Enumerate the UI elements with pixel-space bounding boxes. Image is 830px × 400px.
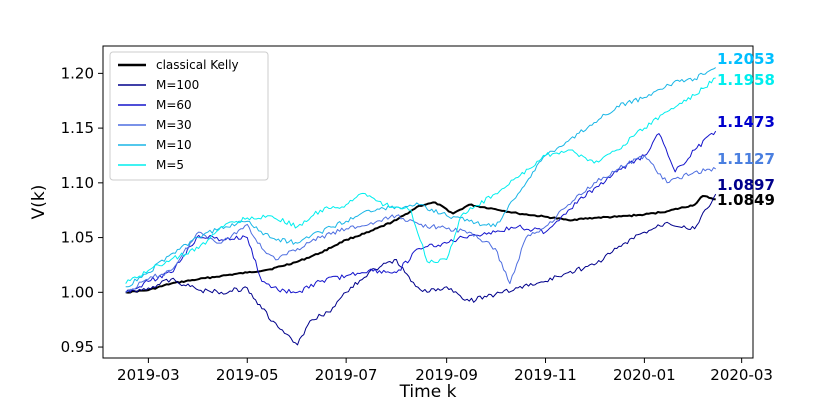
x-tick-label: 2019-07 <box>315 366 378 384</box>
y-tick-label: 0.95 <box>61 338 94 356</box>
x-tick-label: 2019-09 <box>415 366 478 384</box>
series-line-m-100 <box>125 193 717 346</box>
legend-label: M=100 <box>156 78 199 92</box>
x-tick-label: 2019-03 <box>117 366 180 384</box>
x-tick-label: 2020-01 <box>613 366 676 384</box>
legend-label: classical Kelly <box>156 58 239 72</box>
end-value-label: 1.1473 <box>717 113 775 131</box>
legend-label: M=5 <box>156 158 184 172</box>
legend-box <box>109 51 269 181</box>
x-tick-label: 2019-11 <box>514 366 577 384</box>
end-value-label: 1.2053 <box>717 50 775 68</box>
legend-label: M=60 <box>156 98 192 112</box>
end-value-label: 1.0849 <box>717 191 775 209</box>
legend-label: M=30 <box>156 118 192 132</box>
x-axis-title: Time k <box>399 382 457 400</box>
y-tick-label: 1.20 <box>61 64 94 82</box>
x-axis: 2019-03 2019-05 2019-07 2019-09 2019-11 2020-… <box>117 358 773 384</box>
y-tick-label: 1.05 <box>61 229 94 247</box>
legend-label: M=10 <box>156 138 192 152</box>
y-axis: 0.95 1.00 1.05 1.10 1.15 1.20 <box>61 64 103 356</box>
series-line-classical-kelly <box>125 195 716 294</box>
y-tick-label: 1.00 <box>61 283 94 301</box>
legend: classical Kelly M=100 M=60 M=30 M=10 M=5 <box>109 51 269 181</box>
series-line-m-5 <box>125 77 716 284</box>
series-line-m-10 <box>125 67 716 288</box>
series-line-m-30 <box>125 155 716 293</box>
end-value-label: 1.1958 <box>717 71 775 89</box>
series-layer <box>125 67 717 346</box>
x-tick-label: 2019-05 <box>216 366 279 384</box>
y-tick-label: 1.15 <box>61 119 94 137</box>
end-value-label: 1.0897 <box>717 176 775 194</box>
y-axis-title: V(k) <box>29 185 49 220</box>
x-tick-label: 2020-03 <box>710 366 773 384</box>
end-value-label: 1.1127 <box>717 150 775 168</box>
y-tick-label: 1.10 <box>61 174 94 192</box>
series-line-m-60 <box>125 130 717 294</box>
